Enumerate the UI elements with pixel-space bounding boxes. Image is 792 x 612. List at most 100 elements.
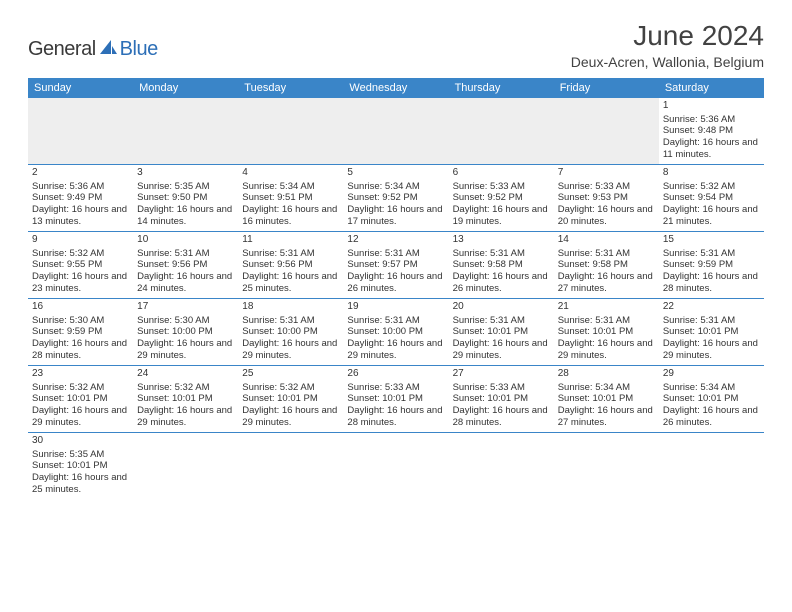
- calendar-week-row: 30Sunrise: 5:35 AMSunset: 10:01 PMDaylig…: [28, 433, 764, 500]
- day-info: Sunrise: 5:32 AMSunset: 9:55 PMDaylight:…: [32, 248, 129, 296]
- calendar-header-sunday: Sunday: [28, 78, 133, 98]
- day-number: 20: [453, 301, 550, 314]
- calendar-week-row: 2Sunrise: 5:36 AMSunset: 9:49 PMDaylight…: [28, 165, 764, 232]
- day-info: Sunrise: 5:31 AMSunset: 9:58 PMDaylight:…: [558, 248, 655, 296]
- calendar-table: SundayMondayTuesdayWednesdayThursdayFrid…: [28, 78, 764, 499]
- calendar-cell: [449, 433, 554, 500]
- calendar-cell: 27Sunrise: 5:33 AMSunset: 10:01 PMDaylig…: [449, 366, 554, 433]
- calendar-cell: [133, 433, 238, 500]
- calendar-cell: [554, 433, 659, 500]
- day-info: Sunrise: 5:30 AMSunset: 9:59 PMDaylight:…: [32, 315, 129, 363]
- calendar-cell: 15Sunrise: 5:31 AMSunset: 9:59 PMDayligh…: [659, 232, 764, 299]
- day-info: Sunrise: 5:31 AMSunset: 10:01 PMDaylight…: [663, 315, 760, 363]
- day-number: 2: [32, 167, 129, 180]
- calendar-header-monday: Monday: [133, 78, 238, 98]
- day-number: 30: [32, 435, 129, 448]
- day-number: 19: [347, 301, 444, 314]
- calendar-cell: 4Sunrise: 5:34 AMSunset: 9:51 PMDaylight…: [238, 165, 343, 232]
- day-info: Sunrise: 5:33 AMSunset: 10:01 PMDaylight…: [453, 382, 550, 430]
- day-info: Sunrise: 5:36 AMSunset: 9:49 PMDaylight:…: [32, 181, 129, 229]
- calendar-cell: 28Sunrise: 5:34 AMSunset: 10:01 PMDaylig…: [554, 366, 659, 433]
- day-info: Sunrise: 5:33 AMSunset: 9:52 PMDaylight:…: [453, 181, 550, 229]
- calendar-cell: [659, 433, 764, 500]
- calendar-cell: 10Sunrise: 5:31 AMSunset: 9:56 PMDayligh…: [133, 232, 238, 299]
- day-info: Sunrise: 5:34 AMSunset: 10:01 PMDaylight…: [663, 382, 760, 430]
- calendar-cell: 3Sunrise: 5:35 AMSunset: 9:50 PMDaylight…: [133, 165, 238, 232]
- logo-text-general: General: [28, 38, 96, 61]
- calendar-cell: 18Sunrise: 5:31 AMSunset: 10:00 PMDaylig…: [238, 299, 343, 366]
- day-number: 17: [137, 301, 234, 314]
- day-number: 26: [347, 368, 444, 381]
- calendar-cell: [554, 98, 659, 165]
- calendar-cell: 13Sunrise: 5:31 AMSunset: 9:58 PMDayligh…: [449, 232, 554, 299]
- day-number: 22: [663, 301, 760, 314]
- day-number: 23: [32, 368, 129, 381]
- calendar-header-friday: Friday: [554, 78, 659, 98]
- day-info: Sunrise: 5:31 AMSunset: 9:56 PMDaylight:…: [137, 248, 234, 296]
- calendar-cell: 21Sunrise: 5:31 AMSunset: 10:01 PMDaylig…: [554, 299, 659, 366]
- day-info: Sunrise: 5:33 AMSunset: 9:53 PMDaylight:…: [558, 181, 655, 229]
- calendar-cell: 6Sunrise: 5:33 AMSunset: 9:52 PMDaylight…: [449, 165, 554, 232]
- calendar-header-tuesday: Tuesday: [238, 78, 343, 98]
- day-number: 5: [347, 167, 444, 180]
- calendar-cell: [238, 433, 343, 500]
- day-info: Sunrise: 5:33 AMSunset: 10:01 PMDaylight…: [347, 382, 444, 430]
- calendar-cell: [449, 98, 554, 165]
- day-info: Sunrise: 5:31 AMSunset: 10:01 PMDaylight…: [453, 315, 550, 363]
- logo-sail-icon: [100, 40, 118, 61]
- calendar-cell: [133, 98, 238, 165]
- day-number: 21: [558, 301, 655, 314]
- calendar-cell: 5Sunrise: 5:34 AMSunset: 9:52 PMDaylight…: [343, 165, 448, 232]
- day-number: 13: [453, 234, 550, 247]
- calendar-cell: 26Sunrise: 5:33 AMSunset: 10:01 PMDaylig…: [343, 366, 448, 433]
- day-info: Sunrise: 5:35 AMSunset: 10:01 PMDaylight…: [32, 449, 129, 497]
- calendar-cell: 22Sunrise: 5:31 AMSunset: 10:01 PMDaylig…: [659, 299, 764, 366]
- day-number: 15: [663, 234, 760, 247]
- title-block: June 2024 Deux-Acren, Wallonia, Belgium: [571, 20, 764, 70]
- day-number: 14: [558, 234, 655, 247]
- day-info: Sunrise: 5:34 AMSunset: 9:52 PMDaylight:…: [347, 181, 444, 229]
- month-title: June 2024: [571, 20, 764, 52]
- calendar-header-thursday: Thursday: [449, 78, 554, 98]
- calendar-body: 1Sunrise: 5:36 AMSunset: 9:48 PMDaylight…: [28, 98, 764, 499]
- location: Deux-Acren, Wallonia, Belgium: [571, 54, 764, 70]
- calendar-header-row: SundayMondayTuesdayWednesdayThursdayFrid…: [28, 78, 764, 98]
- day-number: 1: [663, 100, 760, 113]
- calendar-cell: [238, 98, 343, 165]
- day-info: Sunrise: 5:31 AMSunset: 9:58 PMDaylight:…: [453, 248, 550, 296]
- calendar-cell: 2Sunrise: 5:36 AMSunset: 9:49 PMDaylight…: [28, 165, 133, 232]
- calendar-cell: 14Sunrise: 5:31 AMSunset: 9:58 PMDayligh…: [554, 232, 659, 299]
- header: General Blue June 2024 Deux-Acren, Wallo…: [28, 20, 764, 70]
- day-number: 27: [453, 368, 550, 381]
- logo-text-blue: Blue: [120, 38, 158, 61]
- calendar-header-wednesday: Wednesday: [343, 78, 448, 98]
- calendar-cell: 24Sunrise: 5:32 AMSunset: 10:01 PMDaylig…: [133, 366, 238, 433]
- calendar-cell: 11Sunrise: 5:31 AMSunset: 9:56 PMDayligh…: [238, 232, 343, 299]
- day-number: 18: [242, 301, 339, 314]
- day-number: 4: [242, 167, 339, 180]
- calendar-cell: 30Sunrise: 5:35 AMSunset: 10:01 PMDaylig…: [28, 433, 133, 500]
- calendar-cell: 23Sunrise: 5:32 AMSunset: 10:01 PMDaylig…: [28, 366, 133, 433]
- day-number: 25: [242, 368, 339, 381]
- day-number: 16: [32, 301, 129, 314]
- calendar-cell: 25Sunrise: 5:32 AMSunset: 10:01 PMDaylig…: [238, 366, 343, 433]
- calendar-cell: 9Sunrise: 5:32 AMSunset: 9:55 PMDaylight…: [28, 232, 133, 299]
- day-number: 28: [558, 368, 655, 381]
- calendar-cell: [343, 433, 448, 500]
- day-info: Sunrise: 5:30 AMSunset: 10:00 PMDaylight…: [137, 315, 234, 363]
- day-info: Sunrise: 5:32 AMSunset: 10:01 PMDaylight…: [242, 382, 339, 430]
- day-number: 10: [137, 234, 234, 247]
- day-number: 7: [558, 167, 655, 180]
- calendar-cell: 17Sunrise: 5:30 AMSunset: 10:00 PMDaylig…: [133, 299, 238, 366]
- day-info: Sunrise: 5:31 AMSunset: 9:56 PMDaylight:…: [242, 248, 339, 296]
- logo: General Blue: [28, 38, 158, 61]
- day-number: 12: [347, 234, 444, 247]
- day-info: Sunrise: 5:31 AMSunset: 9:57 PMDaylight:…: [347, 248, 444, 296]
- day-info: Sunrise: 5:31 AMSunset: 9:59 PMDaylight:…: [663, 248, 760, 296]
- calendar-cell: 29Sunrise: 5:34 AMSunset: 10:01 PMDaylig…: [659, 366, 764, 433]
- day-info: Sunrise: 5:36 AMSunset: 9:48 PMDaylight:…: [663, 114, 760, 162]
- calendar-cell: 20Sunrise: 5:31 AMSunset: 10:01 PMDaylig…: [449, 299, 554, 366]
- calendar-week-row: 23 Sunrise: 5:32 AMSunset: 10:01 PMDaylig…: [28, 366, 764, 433]
- day-number: 9: [32, 234, 129, 247]
- day-info: Sunrise: 5:34 AMSunset: 10:01 PMDaylight…: [558, 382, 655, 430]
